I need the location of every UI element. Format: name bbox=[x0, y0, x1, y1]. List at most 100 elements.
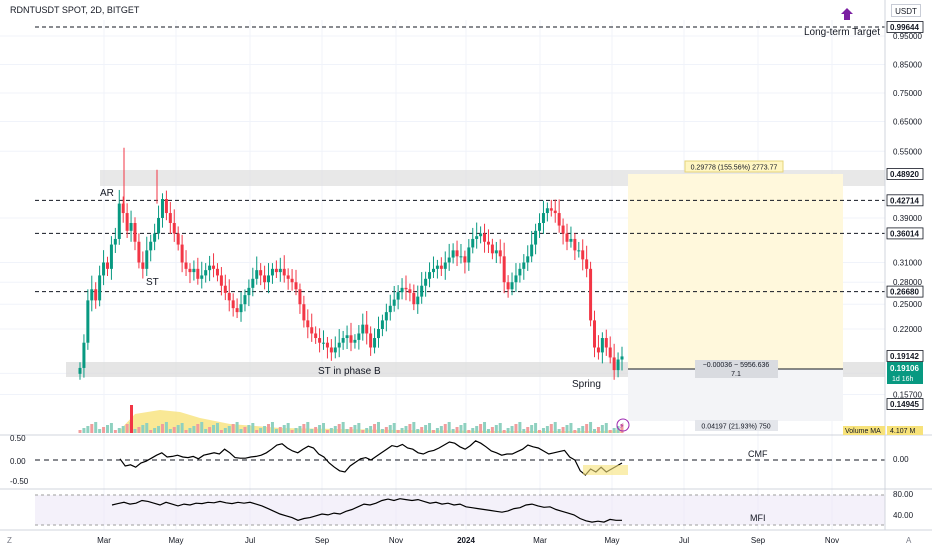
price-level-tag-label: 0.36014 bbox=[890, 229, 919, 238]
price-axis-label: 0.22000 bbox=[893, 325, 922, 334]
price-axis-label: 0.85000 bbox=[893, 61, 922, 70]
price-axis-label: 0.28000 bbox=[893, 278, 922, 287]
annotation-st: ST bbox=[146, 277, 159, 288]
candle bbox=[306, 320, 310, 328]
candle bbox=[208, 265, 212, 271]
cmf-axis-left: -0.50 bbox=[10, 477, 29, 486]
volume-bar bbox=[514, 424, 518, 433]
candle bbox=[600, 338, 604, 353]
candle bbox=[349, 335, 353, 343]
cmf-axis-left: 0.00 bbox=[10, 457, 26, 466]
candle bbox=[121, 203, 125, 214]
price-level-tag bbox=[886, 168, 924, 180]
candle bbox=[428, 272, 432, 279]
candle bbox=[404, 287, 408, 290]
candle bbox=[431, 268, 435, 273]
stop-label: 0.04197 (21.93%) 750 bbox=[701, 424, 770, 431]
timezone-icon: Z bbox=[7, 536, 12, 545]
candle bbox=[188, 268, 192, 273]
price-axis-label: 0.31000 bbox=[893, 258, 922, 267]
volume-bar bbox=[475, 426, 479, 433]
volume-bar bbox=[270, 422, 274, 433]
volume-bar bbox=[274, 429, 278, 433]
volume-bar bbox=[153, 428, 157, 433]
price-level-tag bbox=[886, 350, 924, 362]
price-axis-label: 0.55000 bbox=[893, 147, 922, 156]
volume-bar bbox=[522, 429, 526, 433]
volume-bar bbox=[486, 429, 490, 433]
candle bbox=[534, 230, 538, 245]
volume-bar bbox=[172, 427, 176, 433]
candle bbox=[98, 275, 102, 301]
candle bbox=[541, 213, 545, 223]
candle bbox=[90, 289, 94, 301]
volume-bar bbox=[494, 425, 498, 433]
candle bbox=[164, 199, 168, 214]
volume-bar bbox=[369, 426, 373, 433]
mfi-axis-40: 40.00 bbox=[893, 511, 914, 520]
currency-selector[interactable]: USDT bbox=[891, 4, 921, 17]
price-level-tag bbox=[886, 398, 924, 410]
candle bbox=[581, 250, 585, 260]
candle bbox=[388, 305, 392, 313]
candle bbox=[463, 256, 467, 263]
price-axis-label: 0.15700 bbox=[893, 390, 922, 399]
volume-bar bbox=[204, 429, 208, 433]
candle bbox=[337, 342, 341, 348]
candle bbox=[608, 347, 612, 358]
candle bbox=[616, 359, 620, 371]
volume-bar bbox=[322, 423, 326, 433]
mfi-line bbox=[111, 498, 622, 523]
candle bbox=[298, 289, 302, 305]
time-axis-label: Jul bbox=[679, 536, 689, 545]
volume-bar bbox=[113, 430, 117, 433]
candle bbox=[467, 247, 471, 263]
alert-icon[interactable] bbox=[616, 418, 630, 432]
volume-bar bbox=[600, 425, 604, 433]
candle bbox=[219, 275, 223, 286]
volume-bar bbox=[596, 427, 600, 433]
candle bbox=[267, 275, 271, 283]
volume-bar bbox=[212, 425, 216, 433]
candle bbox=[483, 233, 487, 242]
annotation-long-term-target: Long-term Target bbox=[804, 27, 880, 38]
volume-bar bbox=[215, 423, 219, 433]
price-level-tag-label: 0.99644 bbox=[890, 23, 919, 32]
candle bbox=[416, 296, 420, 305]
candle bbox=[538, 222, 542, 231]
volume-bar bbox=[384, 427, 388, 433]
volume-bar bbox=[82, 428, 86, 433]
candle bbox=[380, 320, 384, 330]
candle bbox=[160, 199, 164, 218]
volume-bar bbox=[439, 426, 443, 433]
volume-bar bbox=[223, 428, 227, 433]
volume-bar bbox=[196, 424, 200, 433]
candle bbox=[149, 241, 153, 251]
candle bbox=[494, 250, 498, 254]
candle bbox=[78, 367, 82, 374]
volume-bar bbox=[302, 424, 306, 433]
target-label: 0.29778 (155.56%) 2773.77 bbox=[691, 165, 778, 172]
candle bbox=[212, 265, 216, 269]
candle bbox=[137, 241, 141, 263]
volume-bar bbox=[176, 425, 180, 433]
volume-value-label: 4.107 M bbox=[890, 428, 915, 435]
price-axis-label: 0.39000 bbox=[893, 214, 922, 223]
stop-label-box bbox=[695, 420, 778, 431]
time-axis-label: Sep bbox=[315, 536, 330, 545]
volume-bar bbox=[98, 429, 102, 433]
volume-bar bbox=[109, 423, 113, 433]
volume-bar bbox=[90, 424, 94, 433]
volume-bar bbox=[333, 426, 337, 433]
volume-bar bbox=[282, 425, 286, 433]
volume-bar bbox=[400, 428, 404, 433]
volume-bar bbox=[490, 427, 494, 433]
volume-bar bbox=[451, 429, 455, 433]
candle bbox=[361, 324, 365, 334]
candle bbox=[593, 320, 597, 348]
candle bbox=[549, 208, 553, 211]
time-axis-label: Mar bbox=[533, 536, 547, 545]
candle bbox=[223, 285, 227, 293]
candle bbox=[274, 268, 278, 273]
